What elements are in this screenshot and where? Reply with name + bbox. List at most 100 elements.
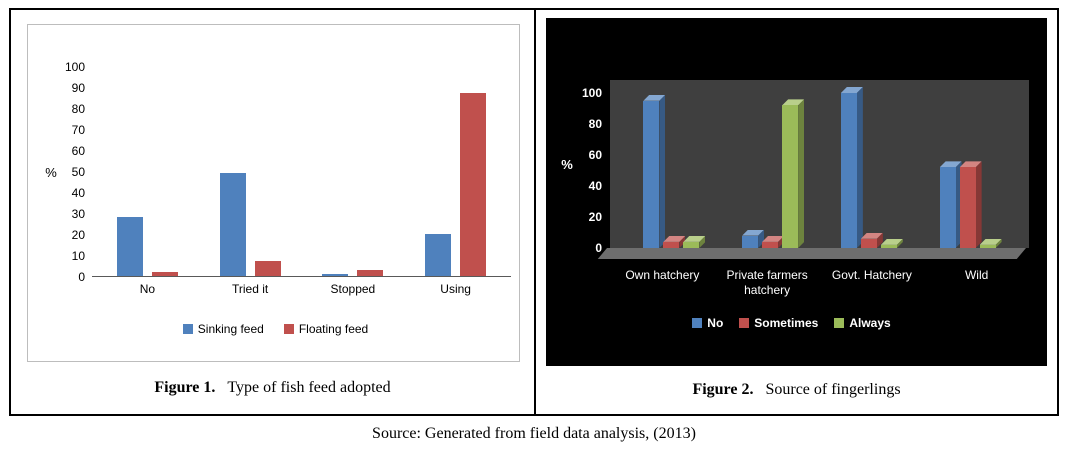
bar-group	[404, 93, 507, 276]
source-note: Source: Generated from field data analys…	[372, 425, 696, 442]
bar-top-face	[683, 235, 706, 242]
bar-sinking-feed	[322, 273, 349, 276]
y-tick-label: 40	[588, 179, 602, 193]
bar-top-face	[880, 238, 903, 245]
bar-sometimes	[762, 235, 785, 248]
legend-item: Floating feed	[283, 322, 369, 336]
bar-sinking-feed	[116, 217, 143, 276]
figure2-panel: % 0 20 40 60 80 100 Own hatchery Private farme…	[534, 10, 1057, 414]
bar-always	[880, 238, 903, 248]
y-tick-label: 80	[71, 102, 85, 116]
y-tick-label: 50	[71, 165, 85, 179]
bar-top-face	[663, 235, 686, 242]
legend-swatch	[692, 318, 703, 328]
y-tick-label: 100	[581, 86, 602, 100]
y-tick-label: 90	[71, 81, 85, 95]
bar-top-face	[643, 94, 666, 101]
bar-group	[302, 269, 405, 276]
bar-always	[683, 235, 706, 248]
chart2-body: % 0 20 40 60 80 100 Own hatchery Private farme…	[554, 80, 1029, 298]
bar-top-face	[860, 232, 883, 239]
x-axis-labels: Own hatchery Private farmers hatchery Govt…	[610, 268, 1029, 298]
bar-floating-feed	[460, 93, 487, 276]
figures-frame: % 0 10 20 30 40 50 60 70 80 90 100 No Tried it Stopp…	[9, 8, 1059, 416]
legend: Sinking feed Floating feed	[40, 322, 511, 336]
bar-side-face	[699, 235, 706, 248]
bar-top-face	[939, 161, 962, 168]
x-category-label: Tried it	[232, 282, 269, 296]
bar-side-face	[995, 238, 1002, 248]
y-tick-label: 30	[71, 207, 85, 221]
chart1-main: No Tried it Stopped Using	[92, 67, 511, 296]
plot-3d-wrap	[597, 80, 1029, 259]
bar-no	[939, 161, 962, 248]
y-tick-label: 70	[71, 123, 85, 137]
legend-item: Sometimes	[739, 316, 818, 330]
bar-group	[622, 94, 721, 248]
bar-side-face	[778, 235, 785, 248]
y-axis-title: %	[561, 156, 573, 172]
bar-top-face	[782, 99, 805, 106]
legend-item: Always	[834, 316, 891, 330]
legend: No Sometimes Always	[554, 316, 1029, 330]
y-axis-ticks: 0 20 40 60 80 100	[580, 80, 610, 255]
x-category-label: Using	[440, 282, 471, 296]
bar-side-face	[679, 235, 686, 248]
legend-label: Always	[849, 316, 891, 330]
figure1-label: Figure 1.	[154, 379, 216, 396]
y-tick-label: 60	[71, 144, 85, 158]
bar-group	[918, 161, 1017, 248]
bar-side-face	[975, 161, 982, 248]
chart2-main: Own hatchery Private farmers hatchery Govt…	[597, 80, 1029, 298]
x-category-label: Govt. Hatchery	[820, 268, 925, 298]
bar-floating-feed	[254, 261, 281, 276]
plot-floor	[597, 248, 1026, 259]
legend-item: Sinking feed	[182, 322, 264, 336]
bar-no	[742, 229, 765, 248]
y-tick-label: 80	[588, 117, 602, 131]
bar-top-face	[959, 161, 982, 168]
x-category-label: Stopped	[330, 282, 376, 296]
x-category-text: Private farmers hatchery	[726, 268, 808, 297]
plot-area	[92, 67, 511, 277]
bar-sometimes	[959, 161, 982, 248]
fish-feed-chart: % 0 10 20 30 40 50 60 70 80 90 100 No Tried it Stopp…	[27, 24, 520, 362]
plot-area	[610, 80, 1029, 248]
legend-swatch	[739, 318, 750, 328]
x-category-label: No	[139, 282, 156, 296]
legend-swatch	[182, 324, 193, 334]
bar-sometimes	[663, 235, 686, 248]
x-category-label: Private farmers hatchery	[715, 268, 820, 298]
bar-group	[820, 87, 919, 248]
legend-label: Sometimes	[754, 316, 819, 330]
bar-floating-feed	[151, 271, 178, 276]
figure1-caption: Figure 1. Type of fish feed adopted	[11, 362, 534, 414]
figure2-label: Figure 2.	[692, 381, 754, 398]
legend-label: Sinking feed	[197, 322, 264, 336]
x-category-text: Wild	[964, 268, 989, 282]
bar-group	[96, 217, 199, 276]
chart1-body: % 0 10 20 30 40 50 60 70 80 90 100 No Tried it Stopp…	[40, 60, 511, 296]
bar-top-face	[840, 87, 863, 93]
bar-no	[840, 87, 863, 248]
bar-side-face	[876, 232, 883, 248]
bar-no	[643, 94, 666, 248]
bar-sinking-feed	[425, 234, 452, 276]
bar-top-face	[742, 229, 765, 236]
bar-side-face	[758, 229, 765, 248]
legend-label: No	[707, 316, 724, 330]
y-tick-label: 100	[64, 60, 85, 74]
legend-item: No	[692, 316, 723, 330]
bar-floating-feed	[357, 269, 384, 276]
y-tick-label: 20	[71, 228, 85, 242]
figure1-panel: % 0 10 20 30 40 50 60 70 80 90 100 No Tried it Stopp…	[11, 10, 534, 414]
y-tick-label: 60	[588, 148, 602, 162]
x-category-label: Wild	[924, 268, 1029, 298]
bar-top-face	[979, 238, 1002, 245]
y-tick-label: 20	[588, 210, 602, 224]
legend-label: Floating feed	[298, 322, 369, 336]
bar-always	[782, 99, 805, 248]
legend-swatch	[834, 318, 845, 328]
bar-side-face	[955, 161, 962, 248]
